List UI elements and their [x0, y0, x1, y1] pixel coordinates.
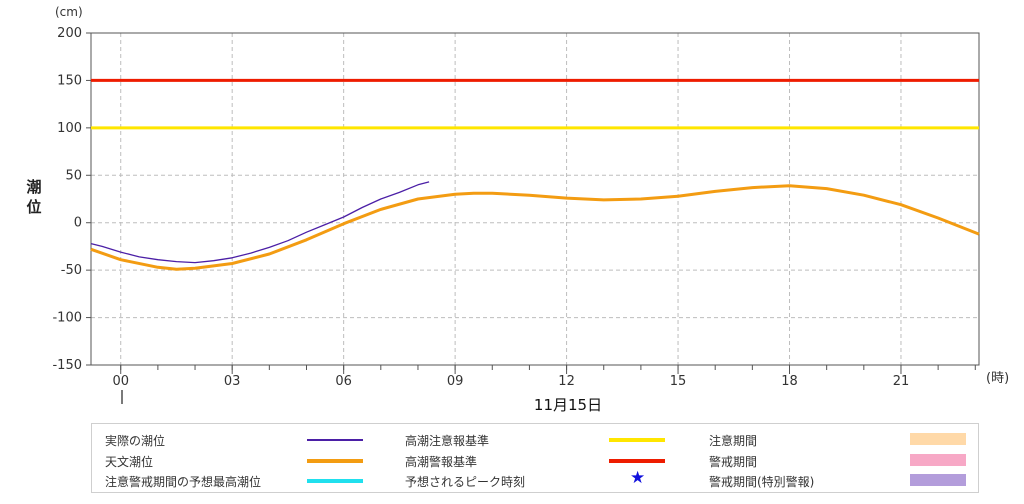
y-tick-label: -50 [61, 263, 82, 278]
x-tick-label: 21 [893, 374, 910, 389]
legend: 実際の潮位 天文潮位 注意警戒期間の予想最高潮位 高潮注意報基準 高潮警報基準 … [91, 423, 979, 493]
legend-special-warning-period-label: 警戒期間(特別警報) [709, 475, 815, 489]
legend-advisory-std-label: 高潮注意報基準 [405, 434, 490, 448]
y-tick-label: 200 [57, 26, 82, 41]
star-icon: ★ [630, 468, 646, 488]
legend-advisory-std-swatch [609, 438, 665, 442]
x-tick-label: 09 [447, 374, 464, 389]
legend-warning-std-label: 高潮警報基準 [405, 455, 478, 469]
legend-special-warning-period-swatch [910, 474, 966, 486]
y-tick-label: 50 [65, 168, 82, 183]
x-tick-label: 00 [112, 374, 129, 389]
legend-predicted-peak-swatch [307, 479, 363, 483]
x-tick-label: 03 [224, 374, 241, 389]
y-axis-label: 潮位 [26, 178, 41, 216]
legend-astronomical-swatch [307, 459, 363, 463]
date-label: 11月15日 [534, 396, 602, 414]
x-tick-labels: 00 03 06 09 12 15 18 21 [112, 365, 976, 389]
legend-actual-swatch [307, 439, 363, 441]
legend-advisory-period-swatch [910, 433, 966, 445]
legend-warning-period-swatch [910, 454, 966, 466]
threshold-lines [91, 78, 979, 130]
series-line [90, 184, 980, 271]
y-tick-label: 150 [57, 73, 82, 88]
plot-frame [90, 32, 980, 366]
tide-chart: 200 150 100 50 0 -50 -100 -150 00 03 06 09 12 15 18 21… [26, 5, 1009, 414]
legend-advisory-period-label: 注意期間 [709, 434, 758, 448]
grid-lines [91, 33, 979, 365]
legend-actual-label: 実際の潮位 [105, 434, 166, 448]
x-tick-label: 06 [335, 374, 352, 389]
y-unit-label: (cm) [55, 5, 83, 19]
x-unit-label: (時) [986, 371, 1009, 386]
series-line [90, 181, 430, 264]
y-tick-labels: 200 150 100 50 0 -50 -100 -150 [52, 26, 91, 373]
y-tick-label: -100 [52, 311, 82, 326]
y-axis-label-char: 位 [26, 198, 41, 216]
x-tick-label: 15 [670, 374, 687, 389]
y-axis-label-char: 潮 [26, 178, 41, 196]
series-lines [90, 181, 980, 271]
legend-astronomical-label: 天文潮位 [105, 455, 154, 469]
legend-warning-std-swatch [609, 459, 665, 463]
y-tick-label: -150 [52, 358, 82, 373]
y-tick-label: 100 [57, 121, 82, 136]
y-tick-label: 0 [74, 216, 82, 231]
legend-warning-period-label: 警戒期間 [709, 455, 758, 469]
legend-predicted-peak-label: 注意警戒期間の予想最高潮位 [105, 475, 262, 489]
x-tick-label: 18 [781, 374, 798, 389]
x-tick-label: 12 [558, 374, 575, 389]
legend-peak-time-label: 予想されるピーク時刻 [405, 475, 526, 489]
